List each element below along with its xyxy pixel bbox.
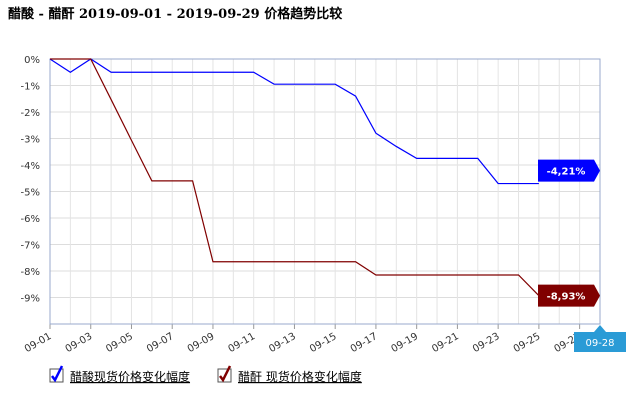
x-tick-label: 09-15: [308, 331, 339, 355]
y-tick-label: -4%: [21, 161, 40, 172]
end-label: -8,93%: [547, 292, 586, 303]
end-label-box: [538, 159, 600, 182]
legend-label[interactable]: 醋酐 现货价格变化幅度: [238, 369, 362, 384]
crosshair-label-pointer: [594, 325, 606, 332]
legend-check: [219, 365, 232, 383]
x-tick-label: 09-11: [227, 331, 258, 355]
chart-title: 醋酸 - 醋酐 2019-09-01 - 2019-09-29 价格趋势比较: [8, 6, 342, 22]
y-tick-label: -3%: [21, 135, 40, 146]
legend-item[interactable]: 醋酐 现货价格变化幅度: [217, 365, 362, 384]
end-label-box: [538, 284, 600, 307]
x-tick-label: 09-17: [349, 331, 380, 355]
legend-item[interactable]: 醋酸现货价格变化幅度: [49, 365, 190, 384]
y-tick-label: 0%: [24, 55, 40, 66]
series-line: [50, 58, 540, 297]
end-label: -4,21%: [547, 167, 586, 178]
y-tick-label: -7%: [21, 241, 40, 252]
x-tick-label: 09-09: [186, 331, 217, 355]
x-tick-label: 09-25: [512, 331, 543, 355]
crosshair-label-box: [574, 332, 626, 352]
x-tick-label: 09-05: [104, 331, 135, 355]
y-tick-label: -5%: [21, 188, 40, 199]
legend-label[interactable]: 醋酸现货价格变化幅度: [70, 369, 190, 384]
series-line: [49, 58, 539, 185]
legend-check: [51, 365, 64, 383]
x-tick-label: 09-19: [389, 331, 420, 355]
x-tick-label: 09-03: [64, 331, 95, 355]
y-tick-label: -2%: [21, 108, 40, 119]
crosshair-label: 09-28: [585, 338, 614, 349]
x-tick-label: 09-07: [145, 331, 176, 355]
plot-frame: [49, 58, 601, 325]
x-tick-label: 09-23: [471, 331, 502, 355]
x-tick-label: 09-01: [23, 331, 54, 355]
y-tick-label: -9%: [21, 294, 40, 305]
x-tick-label: 09-21: [430, 331, 461, 355]
x-tick-label: 09-13: [267, 331, 298, 355]
y-tick-label: -8%: [21, 267, 40, 278]
y-tick-label: -6%: [21, 214, 40, 225]
y-tick-label: -1%: [21, 82, 40, 93]
